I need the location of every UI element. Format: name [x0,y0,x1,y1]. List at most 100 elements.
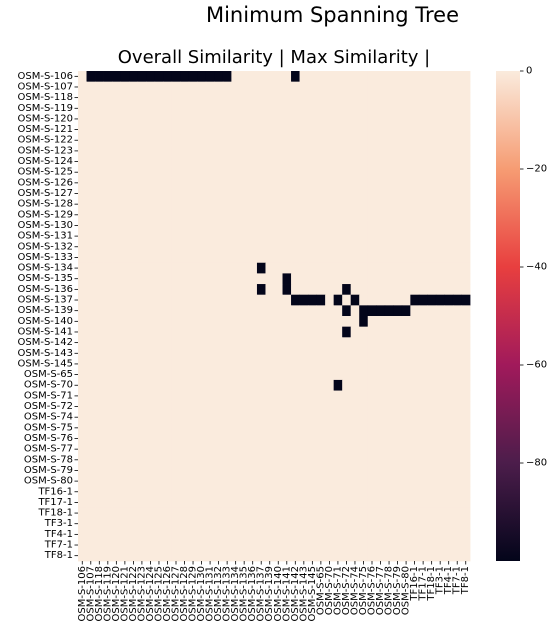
heatmap-cell [427,369,437,381]
heatmap-cell [248,550,258,562]
heatmap-cell [316,497,326,509]
heatmap-cell [86,358,96,370]
column-tick-label: OSM-S-123 [136,566,147,622]
heatmap-cell [282,166,292,178]
heatmap-cell [239,198,249,210]
heatmap-cell [350,337,360,349]
heatmap-cell [393,337,403,349]
heatmap-cell [171,443,181,455]
heatmap-cell [239,305,249,317]
heatmap-cell [367,347,377,360]
heatmap-cell [78,337,87,349]
heatmap-cell [120,486,130,498]
heatmap-cell [274,209,283,221]
row-tick: OSM-S-139 [18,305,78,316]
heatmap-cell [129,486,139,498]
heatmap-cell [146,337,156,349]
heatmap-cell [78,145,87,157]
heatmap-cell [444,284,454,296]
heatmap-cell [137,497,147,509]
row-tick-label: OSM-S-75 [24,422,73,433]
heatmap-cell [154,411,164,423]
heatmap-cell [214,316,224,328]
heatmap-cell [308,294,318,306]
heatmap-cell [376,145,386,157]
row-tick-label: OSM-S-74 [24,412,73,423]
heatmap-cell [205,358,215,370]
heatmap-cell [239,262,249,274]
heatmap-cell [171,230,181,242]
column-tick-label: OSM-S-133 [222,566,233,622]
heatmap-cell [197,71,207,83]
row-tick-label: TF4-1 [44,529,73,540]
heatmap-cell [461,369,471,381]
heatmap-cell [222,262,232,274]
heatmap-cell [342,454,352,466]
heatmap-cell [171,156,181,168]
heatmap-cell [256,486,266,498]
heatmap-cell [256,401,266,413]
heatmap-cell [444,188,454,200]
heatmap-cell [418,262,428,274]
heatmap-cell [163,454,173,466]
heatmap-cell [205,422,215,434]
heatmap-cell [274,113,283,125]
heatmap-cell [325,539,335,551]
heatmap-cell [146,273,156,285]
heatmap-cell [393,539,403,551]
heatmap-cell [188,305,198,317]
heatmap-cell [95,337,104,349]
heatmap-cell [188,124,198,136]
heatmap-cell [282,198,292,210]
heatmap-cell [205,113,215,125]
heatmap-cell [376,305,386,317]
column-tick: OSM-S-75 [358,561,369,615]
heatmap-cell [299,166,309,178]
heatmap-cell [435,305,445,317]
heatmap-cell [129,124,139,136]
heatmap-cell [103,486,113,498]
heatmap-cell [146,326,156,338]
heatmap-cell [163,390,173,402]
heatmap-cell [154,390,164,402]
heatmap-cell [171,188,181,200]
heatmap-cell [367,241,377,253]
heatmap-cell [418,209,428,221]
heatmap-cell [401,305,411,317]
heatmap-cell [137,337,147,349]
heatmap-cell [350,358,360,370]
heatmap-cell [188,156,198,168]
heatmap-cell [393,156,403,168]
heatmap-cell [384,273,394,285]
heatmap-cell [359,252,369,264]
heatmap-cell [282,337,292,349]
heatmap-cell [231,390,241,402]
heatmap-cell [461,379,471,391]
heatmap-cell [418,81,428,93]
heatmap-cell [393,81,403,93]
heatmap-cell [239,166,249,178]
heatmap-cell [180,507,190,519]
heatmap-cell [342,113,352,125]
heatmap-cell [95,188,104,200]
heatmap-cell [137,411,147,423]
heatmap-cell [418,71,428,83]
heatmap-cell [112,305,122,317]
heatmap-cell [401,507,411,519]
heatmap-cell [95,486,104,498]
heatmap-cell [393,529,403,541]
heatmap-cell [452,92,462,104]
heatmap-cell [461,433,471,445]
heatmap-cell [222,550,232,562]
heatmap-cell [291,422,300,434]
heatmap-cell [333,284,343,296]
heatmap-cell [384,71,394,83]
heatmap-cell [291,262,300,274]
heatmap-cell [435,422,445,434]
heatmap-cell [325,220,335,232]
heatmap-cell [444,124,454,136]
heatmap-cell [282,305,292,317]
heatmap-cell [154,379,164,391]
heatmap-cell [291,113,300,125]
heatmap-cell [180,166,190,178]
